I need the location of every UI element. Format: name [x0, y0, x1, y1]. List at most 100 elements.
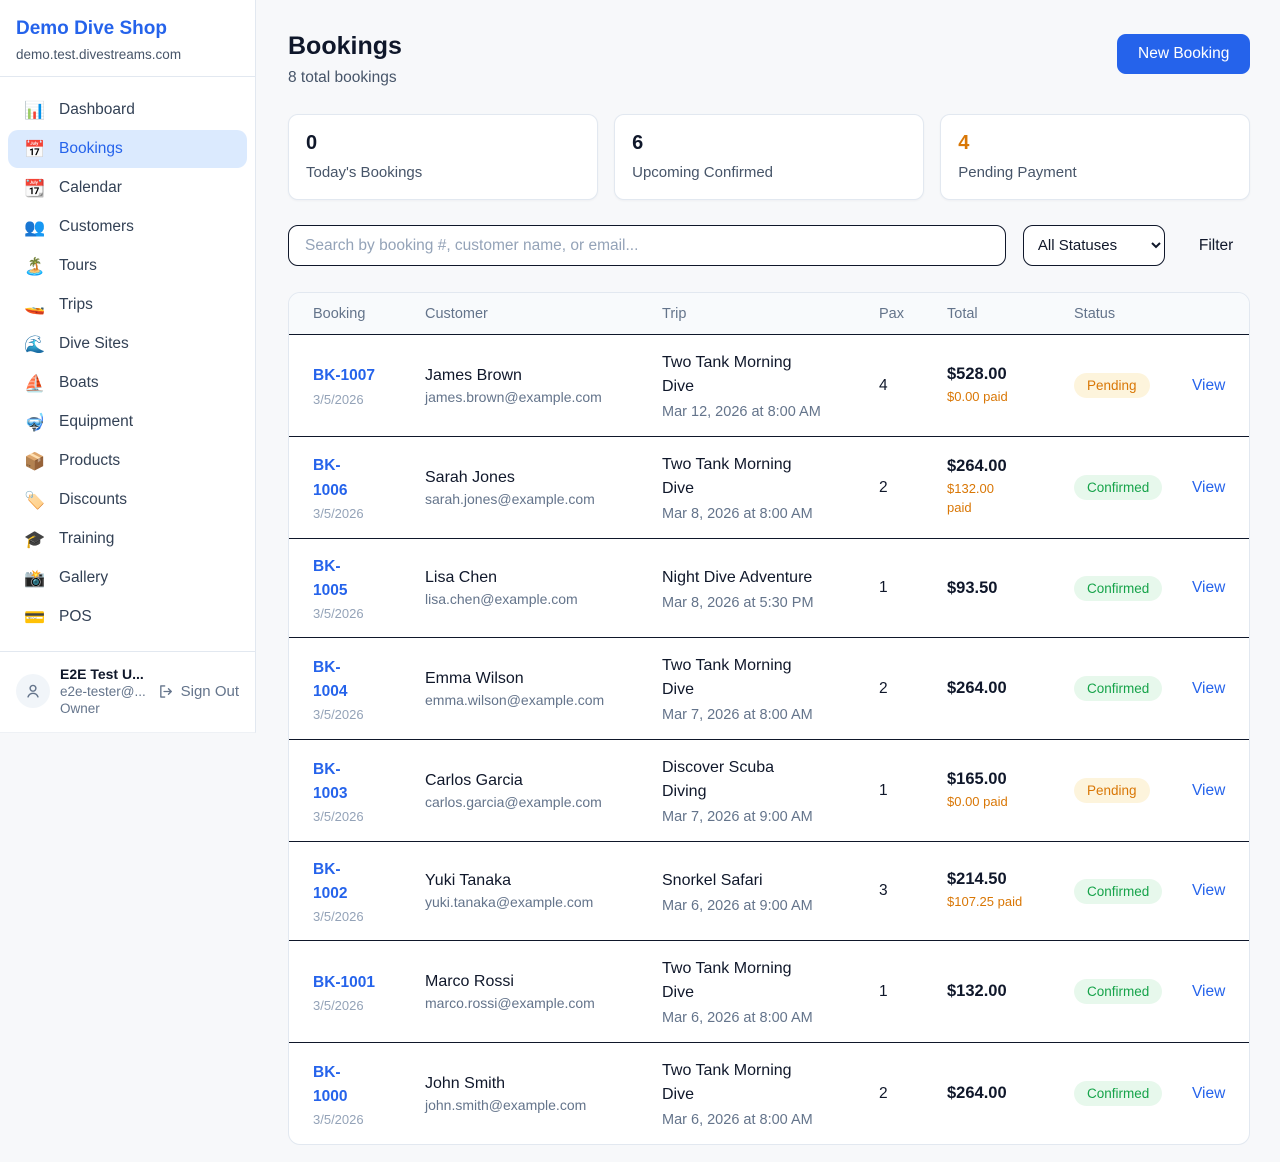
diving-mask-icon: 🤿: [24, 412, 46, 432]
sidebar-item-pos[interactable]: 💳 POS: [24, 607, 92, 627]
pax-count: 2: [879, 1084, 888, 1102]
sidebar-item-customers[interactable]: 👥 Customers: [24, 217, 134, 237]
total-amount: $214.50: [947, 870, 1007, 889]
customer-email: carlos.garcia@example.com: [425, 793, 602, 810]
column-header-customer: Customer: [425, 305, 488, 322]
status-filter-select[interactable]: All Statuses: [1022, 225, 1165, 266]
stat-label: Pending Payment: [958, 164, 1077, 181]
sidebar-item-equipment[interactable]: 🤿 Equipment: [24, 412, 134, 432]
customer-email: sarah.jones@example.com: [425, 490, 595, 507]
package-icon: 📦: [24, 451, 46, 471]
column-header-total: Total: [947, 305, 978, 322]
table-row: BK-1001 3/5/2026 Marco Rossi marco.rossi@e…: [289, 941, 1250, 1044]
sidebar-item-tours[interactable]: 🏝️ Tours: [24, 256, 97, 276]
booking-id-link[interactable]: BK- 1003: [313, 760, 348, 802]
trip-name: Two Tank Morning Dive: [662, 960, 792, 1002]
graduation-cap-icon: 🎓: [24, 529, 46, 549]
bookings-table: Booking Customer Trip Pax Total Status B…: [288, 292, 1251, 1146]
table-row: BK- 1000 3/5/2026 John Smith john.smith@ex…: [289, 1043, 1249, 1144]
customer-email: yuki.tanaka@example.com: [425, 894, 594, 911]
view-link[interactable]: View: [1192, 982, 1226, 1000]
booking-date: 3/5/2026: [313, 706, 364, 722]
pax-count: 2: [879, 478, 888, 496]
booking-date: 3/5/2026: [313, 1111, 364, 1127]
shop-domain: demo.test.divestreams.com: [16, 47, 182, 62]
sidebar-item-boats[interactable]: ⛵ Boats: [24, 373, 99, 393]
booking-id-link[interactable]: BK- 1004: [313, 658, 348, 700]
table-row: BK- 1002 3/5/2026 Yuki Tanaka yuki.tanaka@…: [289, 842, 1250, 942]
booking-id-link[interactable]: BK- 1002: [313, 861, 348, 903]
sidebar-item-products[interactable]: 📦 Products: [24, 451, 121, 471]
column-header-trip: Trip: [662, 305, 687, 322]
total-amount: $132.00: [947, 982, 1007, 1001]
camera-icon: 📸: [24, 568, 46, 588]
stat-value: 0: [306, 132, 318, 154]
pax-count: 3: [879, 882, 888, 900]
view-link[interactable]: View: [1192, 1084, 1226, 1102]
customer-name: Yuki Tanaka: [425, 872, 511, 890]
user-role: Owner: [60, 701, 100, 716]
new-booking-button[interactable]: New Booking: [1117, 34, 1251, 74]
paid-amount: $132.00 paid: [947, 481, 994, 515]
sidebar-item-trips[interactable]: 🚤 Trips: [24, 295, 93, 315]
filter-button[interactable]: Filter: [1182, 237, 1250, 255]
customer-email: marco.rossi@example.com: [425, 994, 595, 1011]
stat-label: Upcoming Confirmed: [632, 164, 773, 181]
view-link[interactable]: View: [1192, 579, 1226, 597]
trip-name: Two Tank Morning Dive: [662, 456, 792, 497]
paid-amount: $107.25 paid: [947, 894, 1023, 910]
customer-name: James Brown: [425, 366, 522, 384]
trip-name: Two Tank Morning Dive: [662, 1062, 792, 1104]
stat-label: Today's Bookings: [306, 164, 423, 181]
status-badge: Confirmed: [1074, 475, 1163, 500]
wave-icon: 🌊: [24, 334, 46, 354]
booking-id-link[interactable]: BK- 1000: [313, 1063, 348, 1105]
trip-datetime: Mar 6, 2026 at 8:00 AM: [662, 1112, 813, 1129]
search-input[interactable]: [288, 225, 1006, 266]
sidebar-item-gallery[interactable]: 📸 Gallery: [24, 568, 109, 588]
total-amount: $93.50: [947, 578, 998, 597]
booking-id-link[interactable]: BK-1007: [313, 367, 376, 385]
sidebar-item-dashboard[interactable]: 📊 Dashboard: [24, 100, 135, 120]
status-badge: Confirmed: [1074, 575, 1163, 601]
trip-datetime: Mar 6, 2026 at 8:00 AM: [662, 1010, 813, 1027]
pax-count: 1: [879, 982, 888, 1000]
pax-count: 4: [879, 376, 888, 394]
total-amount: $264.00: [947, 1084, 1007, 1103]
booking-date: 3/5/2026: [313, 997, 364, 1013]
sailboat-icon: ⛵: [24, 373, 46, 393]
view-link[interactable]: View: [1192, 882, 1226, 900]
view-link[interactable]: View: [1192, 679, 1226, 697]
sidebar-item-training[interactable]: 🎓 Training: [24, 529, 115, 549]
page-title: Bookings: [288, 32, 402, 60]
shop-name: Demo Dive Shop: [16, 18, 167, 39]
view-link[interactable]: View: [1192, 478, 1226, 496]
sidebar-item-discounts[interactable]: 🏷️ Discounts: [24, 490, 128, 510]
table-row: BK- 1006 3/5/2026 Sarah Jones sarah.jones@…: [289, 437, 1250, 539]
status-badge: Confirmed: [1074, 979, 1163, 1005]
tag-icon: 🏷️: [24, 490, 46, 510]
booking-id-link[interactable]: BK- 1005: [313, 558, 348, 600]
total-amount: $165.00: [947, 769, 1007, 788]
stat-card-todays-bookings: 0 Today's Bookings: [288, 114, 599, 200]
sidebar-divider: [0, 651, 255, 652]
status-badge: Confirmed: [1074, 878, 1163, 904]
trip-datetime: Mar 7, 2026 at 8:00 AM: [662, 707, 813, 724]
avatar: [16, 674, 50, 708]
column-header-status: Status: [1074, 305, 1116, 322]
view-link[interactable]: View: [1192, 781, 1226, 799]
view-link[interactable]: View: [1192, 376, 1226, 394]
trip-name: Snorkel Safari: [662, 871, 763, 889]
tear-off-calendar-icon: 📆: [24, 178, 46, 198]
user-panel: E2E Test U... e2e-tester@... Owner Sign …: [0, 652, 255, 732]
booking-id-link[interactable]: BK-1001: [313, 973, 376, 991]
booking-id-link[interactable]: BK- 1006: [313, 457, 348, 499]
sidebar-item-bookings[interactable]: 📅 Bookings: [8, 130, 247, 168]
sidebar-item-calendar[interactable]: 📆 Calendar: [24, 178, 122, 198]
table-row: BK-1007 3/5/2026 James Brown james.brown@e…: [289, 335, 1250, 437]
speedboat-icon: 🚤: [24, 295, 46, 315]
customer-name: Marco Rossi: [425, 972, 514, 990]
sidebar-item-dive-sites[interactable]: 🌊 Dive Sites: [24, 334, 129, 354]
sign-out-button[interactable]: Sign Out: [157, 683, 239, 700]
island-icon: 🏝️: [24, 256, 46, 276]
